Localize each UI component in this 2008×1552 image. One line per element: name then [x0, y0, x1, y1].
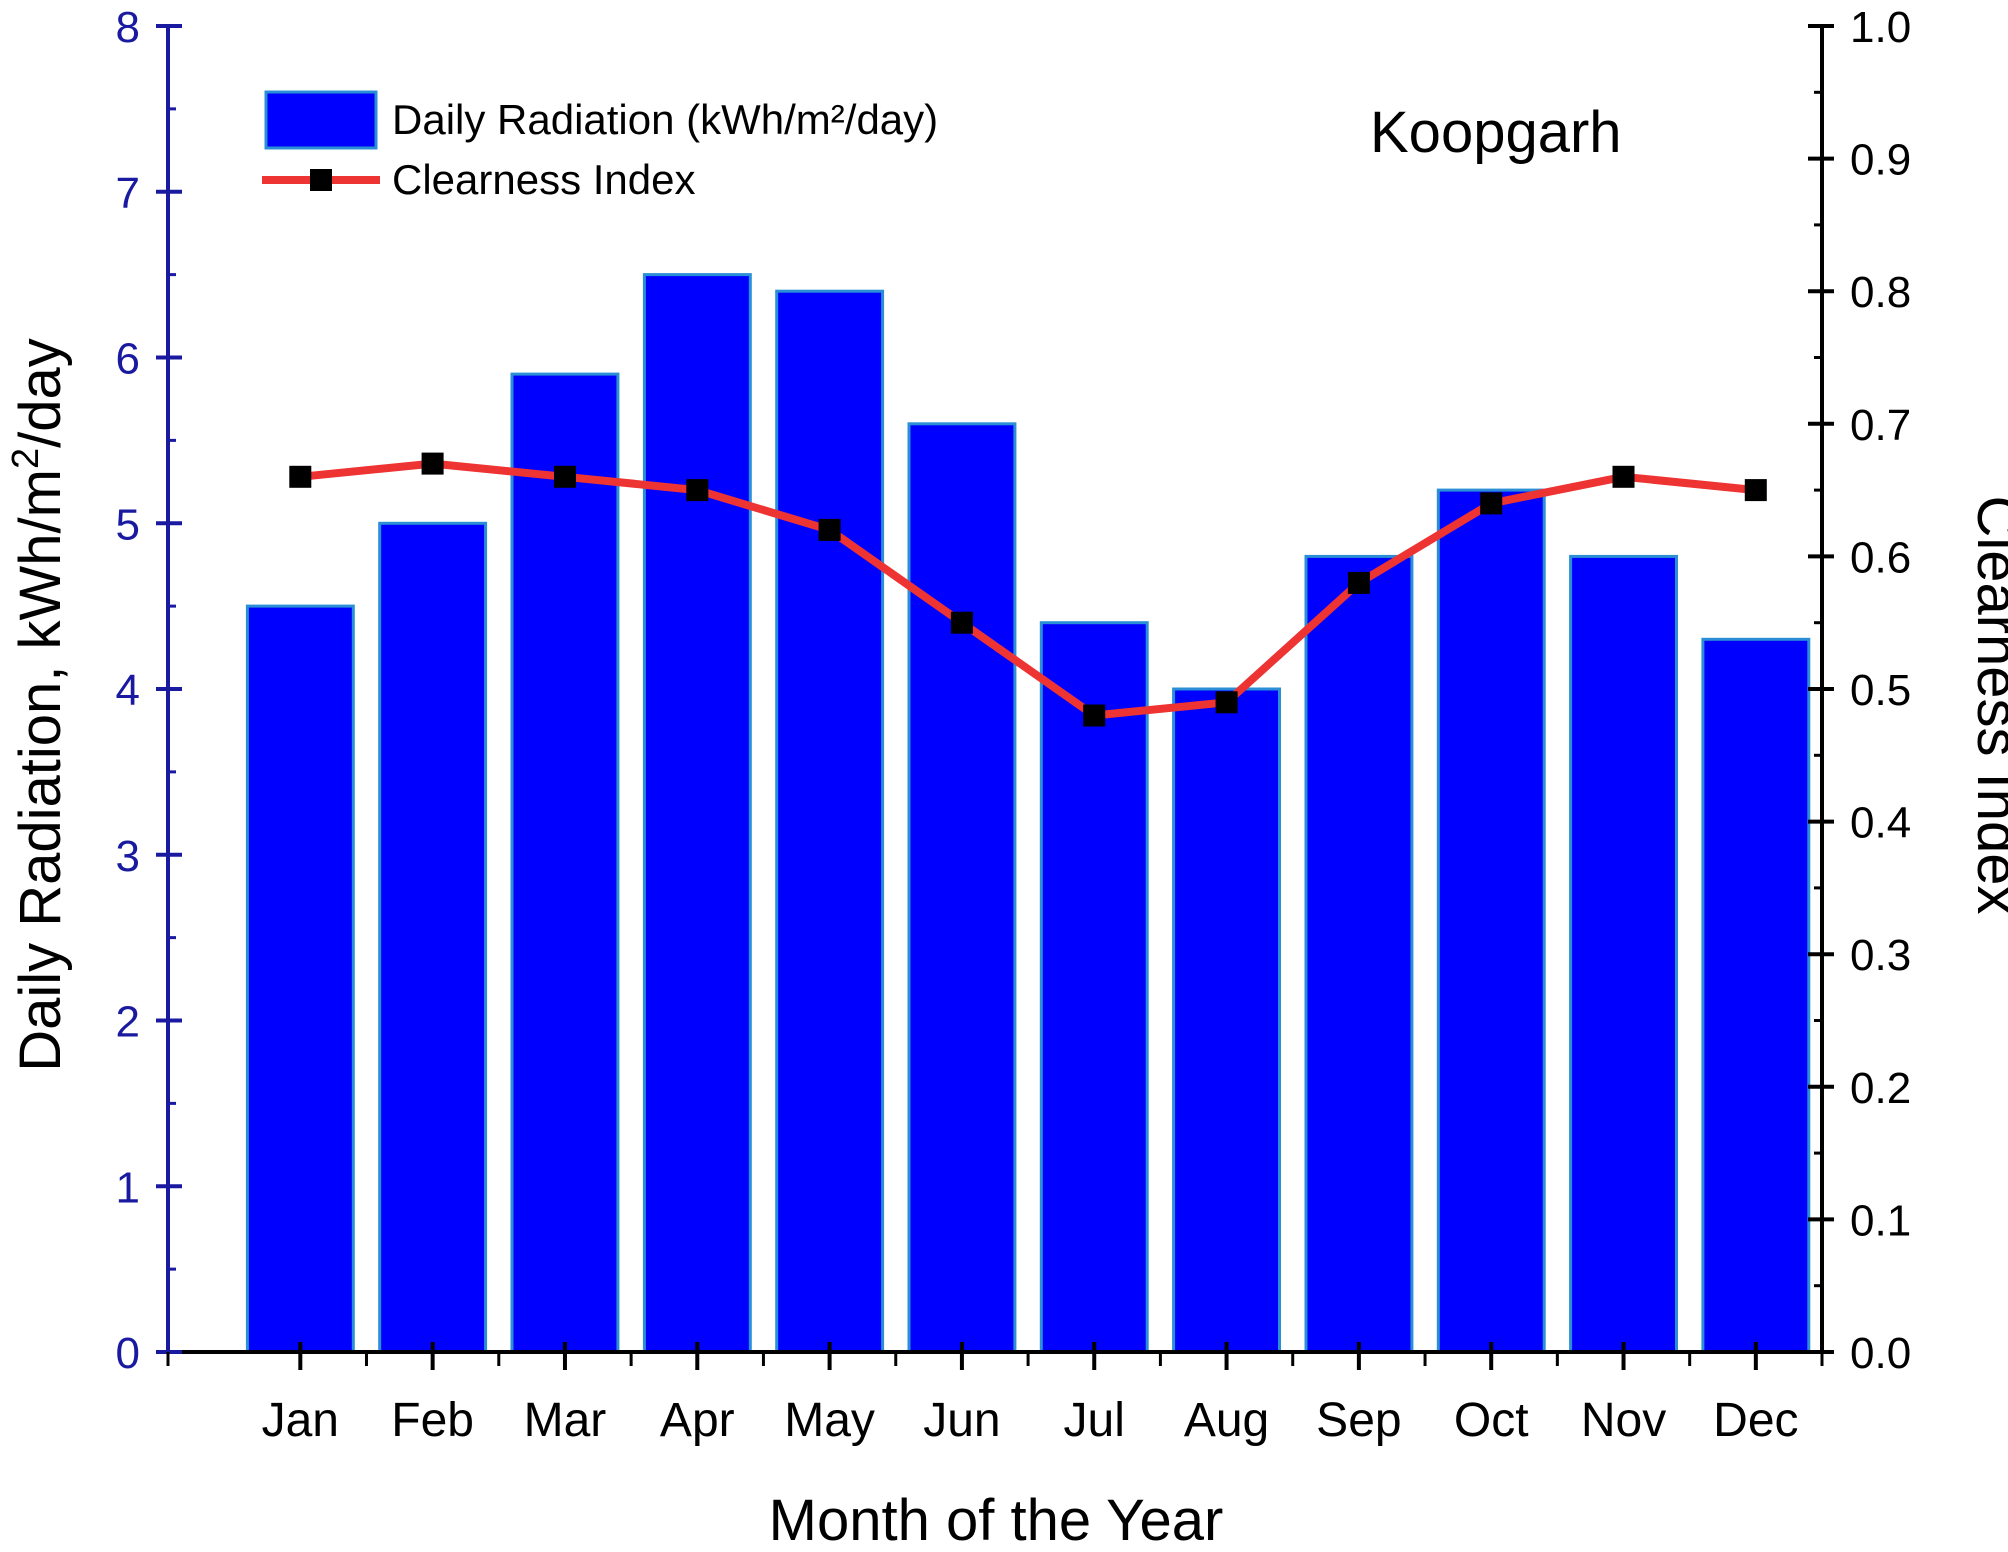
point-feb	[421, 452, 444, 475]
bar-oct	[1436, 488, 1546, 1354]
y-right-tick-label: 0.3	[1850, 931, 1911, 980]
y-left-tick-label: 6	[116, 335, 140, 384]
x-tick-label-apr: Apr	[660, 1394, 735, 1447]
y-left-tick-label: 1	[116, 1163, 140, 1212]
y-left-tick-label: 7	[116, 169, 140, 218]
bar-series	[245, 273, 1811, 1354]
x-tick-label-feb: Feb	[391, 1394, 474, 1447]
y-left-tick-label: 0	[116, 1329, 140, 1378]
legend-line-marker	[310, 169, 332, 191]
y-right-tick-label: 0.9	[1850, 136, 1911, 185]
x-tick-label-dec: Dec	[1713, 1394, 1798, 1447]
bar-jan	[245, 604, 355, 1354]
x-tick-label-may: May	[784, 1394, 875, 1447]
point-dec	[1744, 479, 1767, 502]
bar-sep	[1304, 554, 1414, 1354]
x-tick-label-jun: Jun	[923, 1394, 1000, 1447]
x-tick-label-nov: Nov	[1581, 1394, 1666, 1447]
legend: Daily Radiation (kWh/m²/day) Clearness I…	[262, 90, 938, 203]
point-jan	[289, 465, 312, 488]
bar-may	[775, 289, 885, 1354]
bar-jul	[1039, 621, 1149, 1354]
y-right-tick-label: 0.7	[1850, 401, 1911, 450]
y-right-tick-label: 0.6	[1850, 533, 1911, 582]
y-left-tick-label: 3	[116, 832, 140, 881]
y-left-tick-label: 4	[116, 666, 140, 715]
x-tick-label-jan: Jan	[262, 1394, 339, 1447]
point-apr	[686, 479, 709, 502]
y-right-tick-label: 0.0	[1850, 1329, 1911, 1378]
point-sep	[1347, 571, 1370, 594]
x-tick-label-mar: Mar	[524, 1394, 607, 1447]
y-left-tick-label: 2	[116, 998, 140, 1047]
legend-bar-swatch	[264, 90, 378, 150]
location-annotation: Koopgarh	[1370, 100, 1622, 165]
bar-feb	[378, 521, 488, 1354]
x-tick-label-oct: Oct	[1454, 1394, 1529, 1447]
bar-mar	[510, 372, 620, 1354]
y-left-tick-label: 5	[116, 500, 140, 549]
point-oct	[1480, 492, 1503, 515]
y-right-tick-label: 0.4	[1850, 799, 1911, 848]
point-aug	[1215, 691, 1238, 714]
legend-bar-label: Daily Radiation (kWh/m²/day)	[392, 96, 938, 143]
bar-aug	[1172, 687, 1281, 1354]
y-right-tick-label: 0.2	[1850, 1064, 1911, 1113]
x-tick-label-sep: Sep	[1316, 1394, 1401, 1447]
point-jul	[1083, 704, 1106, 727]
y-axis-right-title: Clearness Index	[1965, 495, 2008, 914]
bar-jun	[907, 422, 1017, 1354]
point-may	[818, 518, 841, 541]
y-left-tick-label: 8	[116, 3, 140, 52]
y-right-tick-label: 0.1	[1850, 1196, 1911, 1245]
x-tick-label-aug: Aug	[1184, 1394, 1269, 1447]
point-mar	[554, 465, 576, 488]
point-jun	[950, 611, 973, 634]
x-axis-title: Month of the Year	[769, 1488, 1224, 1552]
x-tick-label-jul: Jul	[1064, 1394, 1125, 1447]
clearness-index-line	[299, 459, 1757, 720]
y-axis-left-title: Daily Radiation, kWh/m2/day	[5, 338, 73, 1072]
bar-apr	[642, 273, 752, 1354]
y-right-tick-label: 1.0	[1850, 3, 1911, 52]
bar-dec	[1701, 637, 1811, 1354]
y-right-tick-label: 0.8	[1850, 268, 1911, 317]
y-right-tick-label: 0.5	[1850, 666, 1911, 715]
bar-nov	[1569, 554, 1678, 1354]
axes: 0 1 2 3 4 5 6 7 8 0.0 0.1 0.2 0.3 0.4 0.5 0.6 0.7 0.8 0.9 1…	[116, 3, 1912, 1447]
legend-line-label: Clearness Index	[392, 156, 696, 203]
line-series	[289, 452, 1767, 727]
point-nov	[1612, 465, 1635, 488]
